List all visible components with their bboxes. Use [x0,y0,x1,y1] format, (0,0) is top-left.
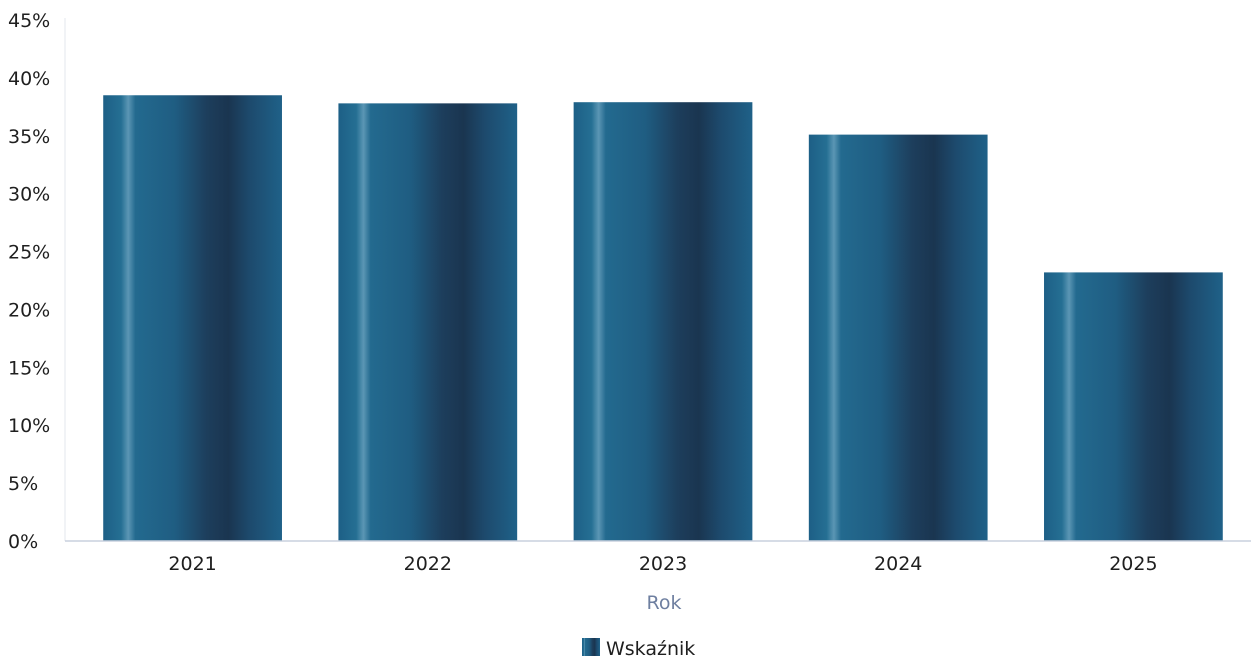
y-tick-label: 40% [8,68,50,90]
y-tick-label: 5% [8,473,38,495]
bar-2022 [338,103,517,541]
y-tick-label: 10% [8,415,50,437]
x-tick-label: 2023 [639,553,687,575]
legend-swatch [582,638,600,656]
bar-2024 [809,135,988,541]
legend: Wskaźnik [582,638,695,660]
bars-group [103,95,1223,541]
legend-label: Wskaźnik [606,638,695,660]
bar-2021 [103,95,282,541]
y-tick-label: 0% [8,531,38,553]
x-tick-label: 2022 [404,553,452,575]
y-tick-label: 20% [8,299,50,321]
y-axis-ticks: 0% 5% 10% 15% 20% 25% 30% 35% 40% 45% [8,10,50,553]
x-axis-title: Rok [647,592,682,614]
y-tick-label: 25% [8,242,50,264]
x-tick-label: 2021 [168,553,216,575]
bar-2023 [574,102,753,541]
x-tick-label: 2025 [1109,553,1157,575]
y-tick-label: 30% [8,184,50,206]
bar-2025 [1044,272,1223,541]
x-tick-label: 2024 [874,553,922,575]
x-axis-labels: 2021 2022 2023 2024 2025 [168,553,1157,575]
y-tick-label: 35% [8,126,50,148]
y-tick-label: 45% [8,10,50,32]
y-tick-label: 15% [8,357,50,379]
